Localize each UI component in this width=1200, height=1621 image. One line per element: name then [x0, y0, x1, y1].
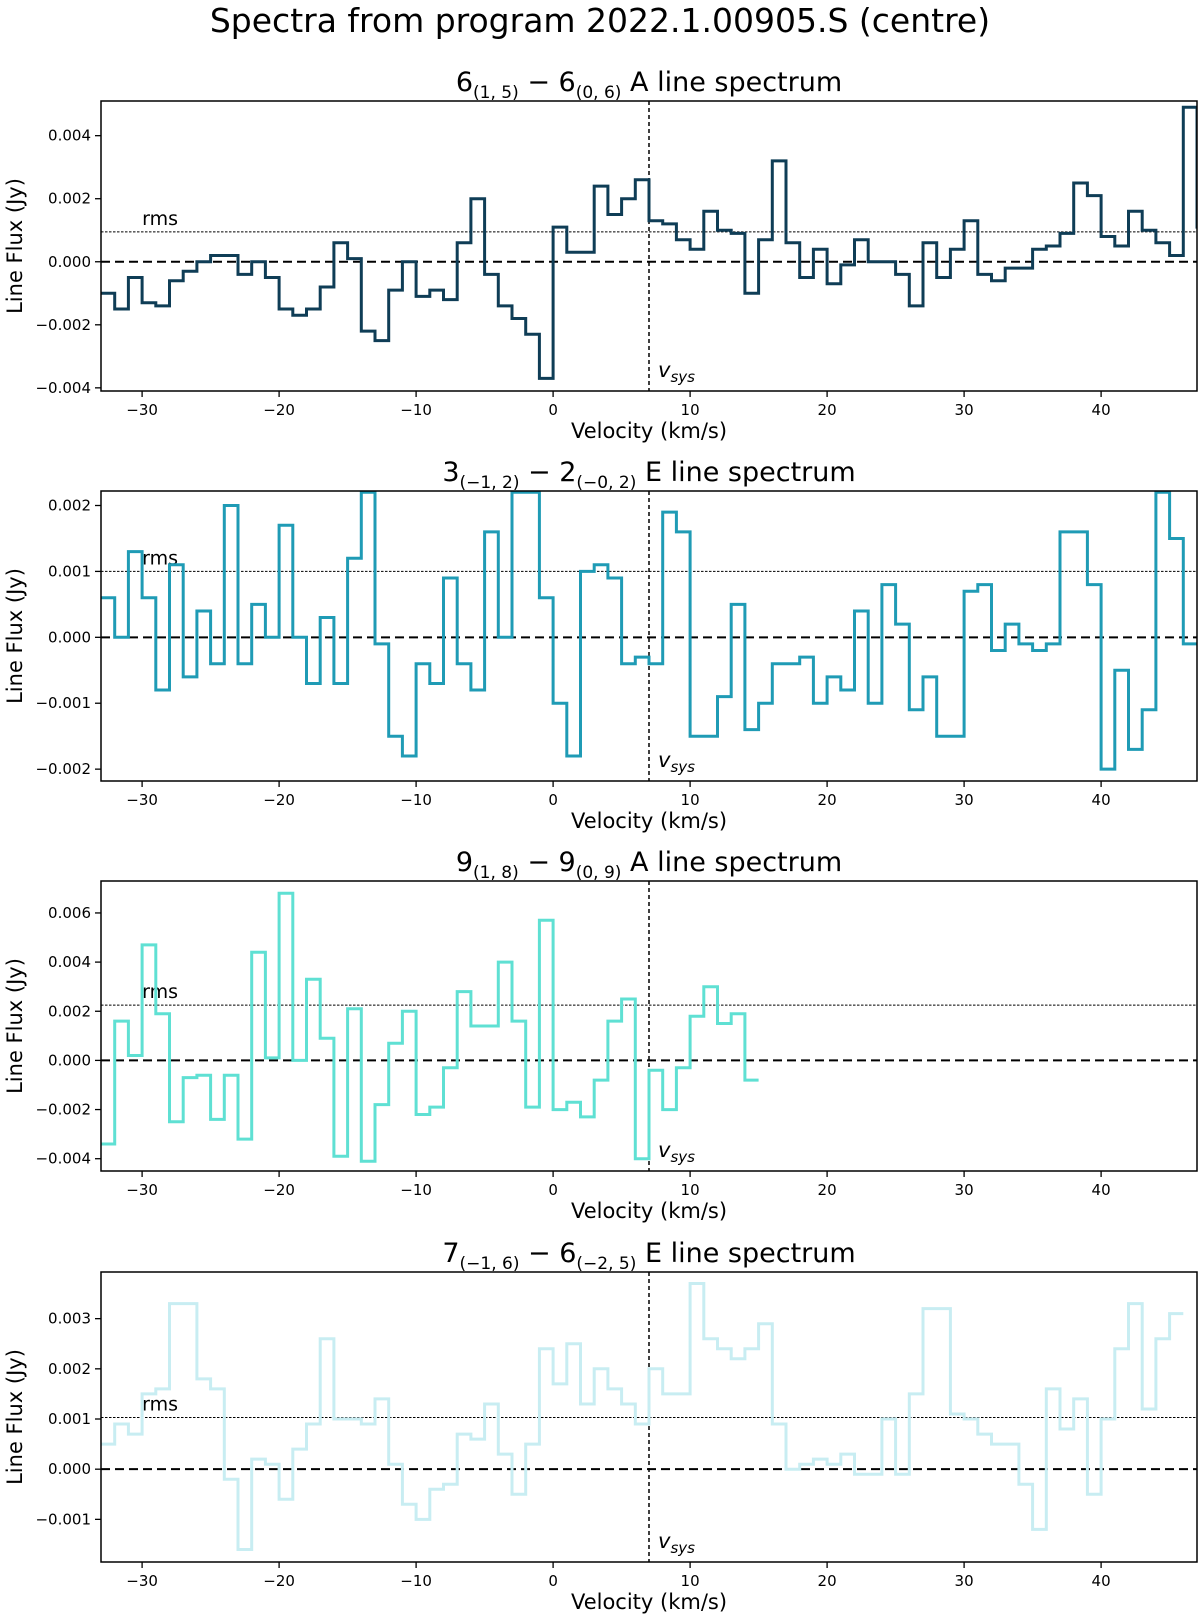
x-tick-label: 30 — [955, 401, 974, 419]
y-tick-label: 0.000 — [48, 253, 91, 271]
x-tick-label: 30 — [955, 791, 974, 809]
y-tick-label: 0.002 — [48, 190, 91, 208]
y-tick-label: −0.001 — [35, 1510, 91, 1528]
x-tick-label: 20 — [818, 1572, 837, 1590]
y-tick-label: 0.000 — [48, 1460, 91, 1478]
vsys-label: vsys — [658, 748, 695, 776]
x-tick-label: 40 — [1092, 401, 1111, 419]
x-tick-label: −10 — [400, 791, 432, 809]
x-tick-label: −30 — [126, 1181, 158, 1199]
y-tick-label: 0.002 — [48, 1360, 91, 1378]
x-tick-label: 40 — [1092, 1181, 1111, 1199]
y-axis-label: Line Flux (Jy) — [3, 178, 27, 314]
spectrum-line — [101, 491, 1197, 771]
x-tick-label: 0 — [548, 791, 558, 809]
y-tick-label: 0.004 — [48, 127, 91, 145]
x-tick-label: 0 — [548, 1572, 558, 1590]
y-axis-label: Line Flux (Jy) — [3, 1349, 27, 1485]
x-tick-label: 10 — [681, 1572, 700, 1590]
x-tick-label: 30 — [955, 1572, 974, 1590]
y-tick-label: 0.000 — [48, 628, 91, 646]
y-axis-label: Line Flux (Jy) — [3, 958, 27, 1094]
y-tick-label: 0.002 — [48, 1002, 91, 1020]
x-tick-label: 20 — [818, 791, 837, 809]
x-tick-label: −30 — [126, 401, 158, 419]
x-tick-label: 0 — [548, 1181, 558, 1199]
y-tick-label: 0.004 — [48, 953, 91, 971]
y-tick-label: −0.002 — [35, 316, 91, 334]
spectrum-line — [101, 105, 1197, 380]
x-tick-label: −30 — [126, 791, 158, 809]
x-tick-label: 40 — [1092, 1572, 1111, 1590]
x-axis-label: Velocity (km/s) — [571, 1590, 727, 1614]
spectrum-line — [101, 891, 759, 1163]
x-axis-label: Velocity (km/s) — [571, 1199, 727, 1223]
y-tick-label: 0.006 — [48, 904, 91, 922]
y-tick-label: 0.000 — [48, 1051, 91, 1069]
panel-title: 7(−1, 6) − 6(−2, 5) E line spectrum — [442, 1238, 855, 1274]
x-tick-label: −10 — [400, 1572, 432, 1590]
x-tick-label: 40 — [1092, 791, 1111, 809]
x-tick-label: 10 — [681, 401, 700, 419]
plot-frame — [100, 1271, 1198, 1563]
x-tick-label: −10 — [400, 1181, 432, 1199]
x-tick-label: −30 — [126, 1572, 158, 1590]
x-tick-label: 20 — [818, 401, 837, 419]
plot-frame — [100, 100, 1198, 392]
y-tick-label: 0.001 — [48, 1410, 91, 1428]
plot-frame — [100, 880, 1198, 1172]
x-tick-label: −20 — [263, 1181, 295, 1199]
spectrum-line — [101, 1282, 1184, 1551]
x-tick-label: −10 — [400, 401, 432, 419]
figure-title: Spectra from program 2022.1.00905.S (cen… — [209, 1, 991, 40]
y-tick-label: 0.003 — [48, 1310, 91, 1328]
x-tick-label: 10 — [681, 1181, 700, 1199]
x-tick-label: 30 — [955, 1181, 974, 1199]
plot-frame — [100, 490, 1198, 782]
spectrum-panel-4: rms vsys −30 −20 −10 0 10 20 30 40 −0.001 0.000 0.00… — [3, 1238, 1198, 1614]
y-tick-label: −0.001 — [35, 694, 91, 712]
panel-title: 6(1, 5) − 6(0, 6) A line spectrum — [456, 67, 842, 103]
spectrum-panel-3: rms vsys −30 −20 −10 0 10 20 30 40 −0.004 −0.002 0.0… — [3, 847, 1198, 1223]
rms-label: rms — [142, 208, 178, 230]
x-axis-label: Velocity (km/s) — [571, 419, 727, 443]
y-axis-label: Line Flux (Jy) — [3, 568, 27, 704]
panel-title: 9(1, 8) − 9(0, 9) A line spectrum — [456, 847, 842, 883]
y-tick-label: −0.004 — [35, 1150, 91, 1168]
x-axis-label: Velocity (km/s) — [571, 809, 727, 833]
panel-title: 3(−1, 2) − 2(−0, 2) E line spectrum — [442, 457, 855, 493]
y-tick-label: −0.004 — [35, 379, 91, 397]
vsys-label: vsys — [658, 358, 695, 386]
y-tick-label: 0.002 — [48, 497, 91, 515]
rms-label: rms — [142, 1394, 178, 1416]
x-tick-label: 20 — [818, 1181, 837, 1199]
y-tick-label: −0.002 — [35, 760, 91, 778]
x-tick-label: −20 — [263, 401, 295, 419]
vsys-label: vsys — [658, 1138, 695, 1166]
y-tick-label: 0.001 — [48, 562, 91, 580]
vsys-label: vsys — [658, 1529, 695, 1557]
rms-label: rms — [142, 981, 178, 1003]
x-tick-label: −20 — [263, 791, 295, 809]
x-tick-label: 0 — [548, 401, 558, 419]
y-tick-label: −0.002 — [35, 1101, 91, 1119]
x-tick-label: −20 — [263, 1572, 295, 1590]
spectrum-panel-1: rms vsys −30 −20 −10 0 10 20 30 40 −0.004 −0.002 0.0… — [3, 67, 1198, 443]
x-tick-label: 10 — [681, 791, 700, 809]
